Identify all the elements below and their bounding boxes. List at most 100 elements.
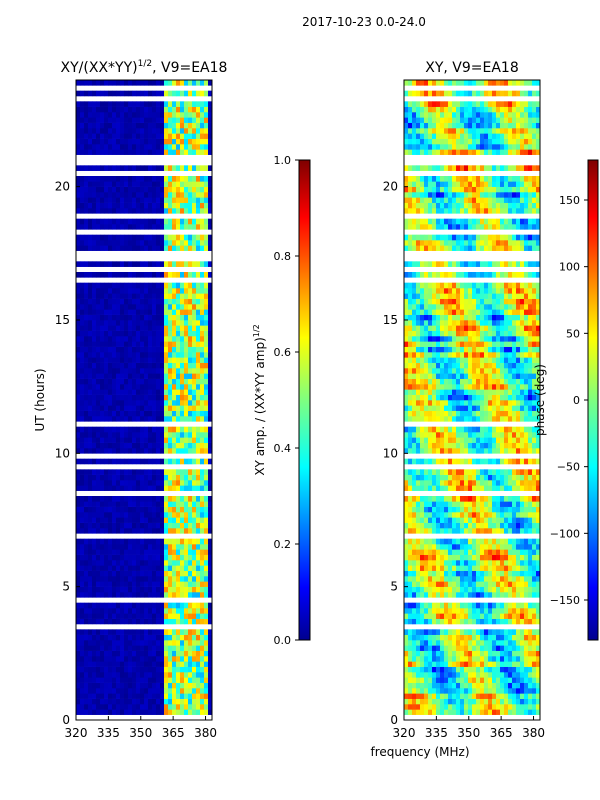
amplitude-cell [184,341,189,347]
amplitude-cell [140,602,145,609]
amplitude-cell [200,640,205,646]
amplitude-cell [140,592,145,598]
phase-cell [516,640,521,646]
amplitude-cell [128,501,133,507]
amplitude-cell [128,608,133,614]
phase-cell [500,485,505,491]
amplitude-cell [116,629,121,635]
phase-cell [416,506,421,513]
amplitude-cell [140,448,145,454]
amplitude-cell [168,186,173,193]
amplitude-cell [84,666,89,673]
amplitude-cell [104,389,109,395]
phase-cell [412,704,417,710]
amplitude-cell [140,325,145,331]
amplitude-cell [156,618,161,625]
amplitude-cell [144,544,149,550]
amplitude-cell [208,592,212,598]
phase-cell [512,565,517,571]
amplitude-cell [92,352,97,358]
amplitude-cell [104,304,109,310]
amplitude-cell [100,384,105,390]
amplitude-cell [76,357,81,363]
amplitude-cell [128,576,133,582]
phase-cell [452,576,457,582]
amplitude-cell [76,384,81,390]
amplitude-cell [104,320,109,326]
amplitude-cell [172,656,177,662]
amplitude-cell [200,90,205,97]
phase-cell [408,608,413,614]
amplitude-cell [108,688,113,694]
phase-cell [512,661,517,667]
phase-cell [468,586,473,593]
phase-cell [468,554,473,561]
amplitude-cell [196,544,201,550]
amplitude-cell [100,234,105,241]
amplitude-cell [116,512,121,518]
amplitude-cell [180,586,185,593]
amplitude-cell [136,272,141,278]
amplitude-cell [160,629,165,635]
amplitude-cell [140,496,145,502]
amplitude-cell [152,202,157,209]
amplitude-cell [96,90,101,97]
amplitude-cell [204,634,209,641]
amplitude-cell [80,117,85,123]
phase-cell [524,640,529,646]
phase-cell [416,570,421,577]
amplitude-cell [180,357,185,363]
amplitude-cell [208,698,212,705]
phase-cell [444,576,449,582]
amplitude-cell [116,528,121,534]
phase-cell [536,629,540,635]
amplitude-cell [80,288,85,294]
amplitude-cell [124,389,129,395]
amplitude-cell [208,304,212,310]
phase-cell [428,613,433,619]
phase-cell [500,698,505,705]
amplitude-cell [132,560,137,566]
amplitude-cell [84,314,89,321]
amplitude-cell [184,501,189,507]
amplitude-cell [152,437,157,443]
amplitude-cell [92,693,97,699]
amplitude-cell [148,672,153,678]
phase-cell [496,592,501,598]
amplitude-cell [96,672,101,678]
amplitude-cell [84,554,89,561]
amplitude-cell [156,437,161,443]
amplitude-cell [116,581,121,587]
phase-cell [480,512,485,518]
amplitude-cell [104,501,109,507]
amplitude-cell [108,112,113,118]
phase-cell [492,666,497,673]
amplitude-cell [136,384,141,390]
phase-cell [520,693,525,699]
amplitude-cell [172,293,177,299]
phase-cell [404,506,409,513]
amplitude-cell [104,410,109,417]
amplitude-cell [92,117,97,123]
amplitude-cell [164,592,169,598]
amplitude-cell [124,474,129,481]
amplitude-cell [172,389,177,395]
amplitude-cell [120,202,125,209]
amplitude-cell [168,693,173,699]
amplitude-cell [116,426,121,433]
amplitude-cell [176,218,181,225]
phase-cell [412,682,417,689]
amplitude-cell [148,128,153,134]
amplitude-cell [116,234,121,241]
amplitude-cell [112,149,117,155]
amplitude-cell [176,709,181,715]
amplitude-cell [152,570,157,577]
phase-cell [472,661,477,667]
amplitude-cell [208,480,212,486]
phase-cell [416,586,421,593]
amplitude-cell [204,325,209,331]
amplitude-cell [132,218,137,225]
amplitude-cell [180,106,185,113]
amplitude-cell [180,442,185,449]
phase-cell [528,608,533,614]
